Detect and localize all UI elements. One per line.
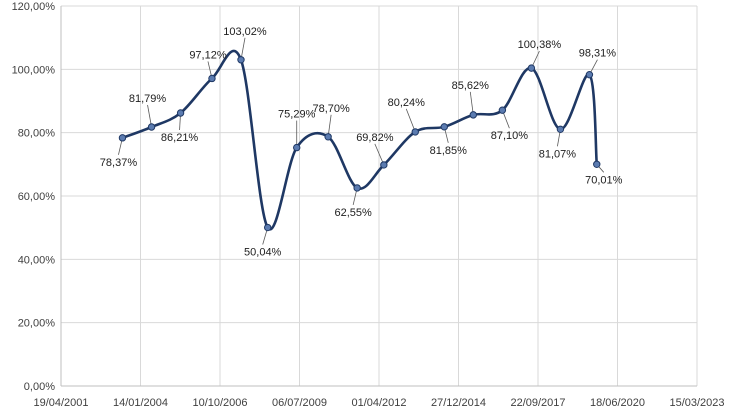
y-tick-label: 120,00%: [12, 1, 56, 13]
label-leader-line: [374, 143, 385, 166]
y-axis: 0,00% 20,00% 40,00% 60,00% 80,00% 100,00% 120,…: [12, 1, 56, 393]
data-label: 62,55%: [334, 207, 372, 219]
data-point-marker: [380, 161, 388, 169]
x-tick-label: 15/03/2023: [669, 397, 724, 409]
data-label: 87,10%: [491, 130, 529, 142]
data-point-marker: [440, 123, 448, 131]
data-labels: 78,37% 81,79% 86,21% 97,12% 103,02% 50,04% 75,…: [100, 26, 623, 259]
data-point-marker: [353, 184, 361, 192]
data-point-marker: [237, 56, 245, 64]
data-label: 78,37%: [100, 157, 138, 169]
data-point-marker: [324, 133, 332, 141]
x-tick-label: 06/07/2009: [272, 397, 327, 409]
data-point-marker: [118, 134, 127, 142]
data-label: 78,70%: [312, 103, 350, 115]
data-points: [118, 56, 601, 232]
data-point-marker: [411, 128, 419, 136]
data-label: 81,79%: [129, 93, 167, 105]
label-leader-line: [327, 114, 332, 137]
data-point-marker: [527, 64, 536, 72]
y-tick-label: 100,00%: [12, 64, 56, 76]
data-label: 100,38%: [518, 39, 562, 51]
y-tick-label: 20,00%: [18, 318, 56, 330]
label-leader-line: [147, 104, 152, 128]
x-tick-label: 10/10/2006: [192, 397, 247, 409]
x-tick-label: 27/12/2014: [431, 397, 486, 409]
y-tick-label: 80,00%: [18, 128, 56, 140]
label-leader-line: [469, 91, 474, 115]
data-label: 103,02%: [223, 26, 267, 38]
data-label: 75,29%: [278, 109, 316, 121]
data-label: 86,21%: [161, 132, 199, 144]
x-tick-label: 22/09/2017: [510, 397, 565, 409]
data-point-marker: [556, 125, 565, 133]
data-label: 85,62%: [452, 80, 490, 92]
data-point-marker: [147, 123, 156, 131]
x-tick-label: 18/06/2020: [590, 397, 645, 409]
data-point-marker: [293, 143, 301, 152]
data-point-marker: [498, 106, 507, 114]
data-point-marker: [208, 74, 216, 83]
data-label: 81,85%: [430, 145, 468, 157]
x-tick-label: 14/01/2004: [113, 397, 168, 409]
data-point-marker: [176, 109, 185, 117]
y-tick-label: 0,00%: [24, 381, 55, 393]
x-tick-label: 19/04/2001: [33, 397, 88, 409]
y-tick-label: 60,00%: [18, 191, 56, 203]
data-label: 50,04%: [244, 247, 282, 259]
data-point-marker: [264, 223, 272, 232]
data-point-marker: [585, 70, 594, 79]
label-leader-line: [240, 37, 246, 60]
grid: [60, 5, 698, 387]
data-label: 81,07%: [539, 148, 577, 160]
label-leader-line: [405, 108, 416, 133]
x-tick-label: 01/04/2012: [351, 397, 406, 409]
data-label: 80,24%: [388, 97, 426, 109]
data-label: 70,01%: [585, 174, 623, 186]
data-label: 97,12%: [189, 49, 227, 61]
data-point-marker: [593, 160, 601, 169]
data-label: 98,31%: [579, 48, 617, 60]
data-label: 69,82%: [356, 132, 394, 144]
data-point-marker: [469, 111, 477, 119]
y-tick-label: 40,00%: [18, 254, 56, 266]
x-axis: 19/04/2001 14/01/2004 10/10/2006 06/07/2009…: [33, 397, 724, 409]
